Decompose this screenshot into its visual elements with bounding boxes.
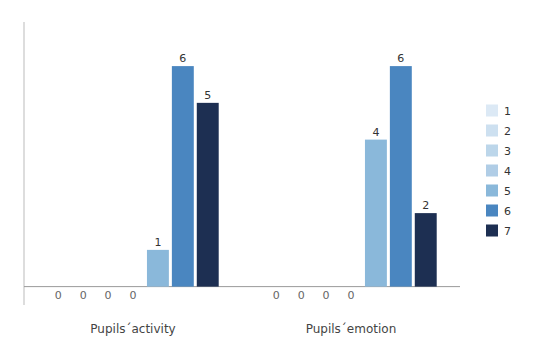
y-axis-line xyxy=(24,22,25,305)
category-label: Pupils´emotion xyxy=(306,322,397,336)
legend-label: 7 xyxy=(504,225,511,238)
legend-swatch xyxy=(486,205,498,217)
legend-label: 2 xyxy=(504,125,511,138)
bar xyxy=(97,286,119,287)
legend: 1 2 3 4 5 6 7 xyxy=(486,105,511,239)
bar xyxy=(265,286,287,287)
data-label: 0 xyxy=(323,289,330,302)
bar xyxy=(147,250,169,287)
bar xyxy=(197,103,219,287)
data-label: 0 xyxy=(273,289,280,302)
data-label: 0 xyxy=(348,289,355,302)
legend-label: 3 xyxy=(504,145,511,158)
legend-swatch xyxy=(486,225,498,237)
legend-label: 4 xyxy=(504,165,511,178)
legend-label: 6 xyxy=(504,205,511,218)
data-label: 2 xyxy=(422,199,429,212)
bar xyxy=(415,213,437,287)
bar xyxy=(340,286,362,287)
legend-swatch xyxy=(486,105,498,117)
bar xyxy=(290,286,312,287)
bar xyxy=(122,286,144,287)
bar xyxy=(47,286,69,287)
legend-swatch xyxy=(486,165,498,177)
data-label: 0 xyxy=(298,289,305,302)
chart: 0 0 0 0 1 6 5 0 0 0 0 4 6 2 Pupils´activity Pupils´emot… xyxy=(0,0,550,349)
legend-swatch xyxy=(486,185,498,197)
legend-label: 5 xyxy=(504,185,511,198)
data-label: 6 xyxy=(397,52,404,65)
legend-swatch xyxy=(486,145,498,157)
bar xyxy=(72,286,94,287)
bar xyxy=(390,66,412,287)
bar xyxy=(315,286,337,287)
category-label: Pupils´activity xyxy=(90,322,175,336)
data-label: 0 xyxy=(80,289,87,302)
data-label: 5 xyxy=(204,89,211,102)
data-label: 0 xyxy=(105,289,112,302)
data-labels: 0 0 0 0 1 6 5 0 0 0 0 4 6 2 xyxy=(55,52,429,302)
bar xyxy=(365,140,387,287)
legend-label: 1 xyxy=(504,105,511,118)
data-label: 0 xyxy=(55,289,62,302)
data-label: 1 xyxy=(154,236,161,249)
data-label: 6 xyxy=(179,52,186,65)
bar xyxy=(172,66,194,287)
data-label: 4 xyxy=(372,126,379,139)
data-label: 0 xyxy=(130,289,137,302)
legend-swatch xyxy=(486,125,498,137)
bars xyxy=(147,66,437,287)
